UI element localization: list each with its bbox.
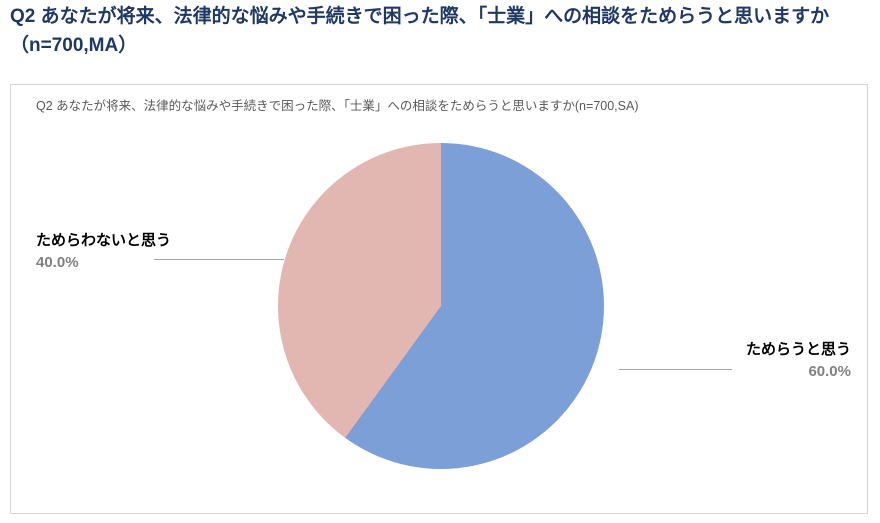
chart-container: Q2 あなたが将来、法律的な悩みや手続きで困った際、「士業」への相談をためらうと… xyxy=(10,84,868,514)
chart-title: Q2 あなたが将来、法律的な悩みや手続きで困った際、「士業」への相談をためらうと… xyxy=(36,99,639,113)
slice-label-percent: 40.0% xyxy=(36,253,79,271)
slice-label-hesitate-yes: ためらうと思う 60.0% xyxy=(746,339,851,383)
page-title: Q2 あなたが将来、法律的な悩みや手続きで困った際、「士業」への相談をためらうと… xyxy=(10,6,830,57)
slice-label-hesitate-no: ためらわないと思う 40.0% xyxy=(36,230,171,274)
slice-label-name: ためらうと思う xyxy=(745,341,851,358)
pie-chart xyxy=(278,143,604,469)
slice-label-name: ためらわないと思う xyxy=(36,232,172,249)
leader-line-right xyxy=(619,369,732,370)
slice-label-percent: 60.0% xyxy=(808,362,851,380)
leader-line-left xyxy=(154,259,284,260)
